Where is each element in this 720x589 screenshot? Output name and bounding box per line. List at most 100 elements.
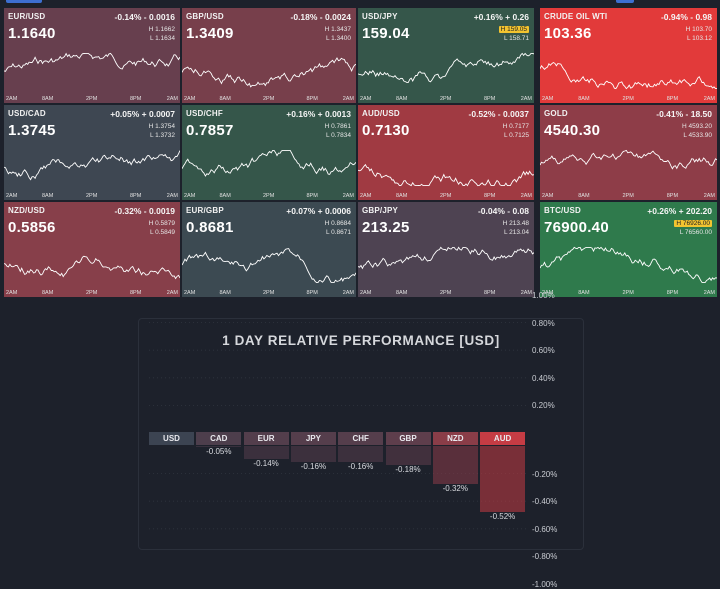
ticker-price: 159.04 <box>362 25 410 42</box>
time-axis: 2AM 8AM 2PM 8PM 2AM <box>4 288 180 296</box>
sparkline <box>540 149 717 170</box>
time-tick-label: 2PM <box>440 193 452 199</box>
y-tick-label: 0.60% <box>532 346 555 356</box>
time-tick-label: 8AM <box>219 96 231 102</box>
ticker-change: +0.16% + 0.26 <box>473 12 529 22</box>
performance-title: 1 DAY RELATIVE PERFORMANCE [USD] <box>222 333 500 348</box>
ticker-tile[interactable]: EUR/USD -0.14% - 0.0016 1.1640 H 1.1662 L 1.… <box>4 8 180 103</box>
active-tab-left[interactable] <box>6 0 42 3</box>
performance-bar[interactable] <box>196 446 242 447</box>
time-tick-label: 8AM <box>396 290 408 296</box>
ticker-change: -0.41% - 18.50 <box>656 109 712 119</box>
ticker-price: 0.8681 <box>186 219 234 236</box>
performance-bar[interactable] <box>480 446 526 512</box>
ticker-tile[interactable]: NZD/USD -0.32% - 0.0019 0.5856 H 0.5879 L 0.… <box>4 202 180 297</box>
time-axis: 2AM 8AM 2PM 8PM 2AM <box>358 191 534 199</box>
performance-bar[interactable] <box>385 446 431 465</box>
ticker-tile[interactable]: USD/JPY +0.16% + 0.26 159.04 H 159.05 L 158.… <box>358 8 534 103</box>
time-tick-label: 2AM <box>184 193 196 199</box>
time-tick-label: 8PM <box>130 290 142 296</box>
ticker-tile[interactable]: USD/CHF +0.16% + 0.0013 0.7857 H 0.7861 L 0.… <box>182 105 356 200</box>
time-tick-label: 8PM <box>484 290 496 296</box>
time-tick-label: 2AM <box>342 96 354 102</box>
ticker-price: 0.7130 <box>362 122 410 139</box>
currency-label[interactable]: USD <box>149 432 194 445</box>
y-tick-label: -0.80% <box>532 552 558 562</box>
time-tick-label: 2PM <box>86 290 98 296</box>
time-tick-label: 8PM <box>484 193 496 199</box>
currency-label[interactable]: EUR <box>243 432 289 445</box>
sparkline-path <box>358 52 534 83</box>
ticker-change: -0.32% - 0.0019 <box>114 206 175 216</box>
ticker-tile[interactable]: GBP/USD -0.18% - 0.0024 1.3409 H 1.3437 L 1.… <box>182 8 356 103</box>
time-tick-label: 2PM <box>263 96 275 102</box>
time-tick-label: 2AM <box>520 193 532 199</box>
time-tick-label: 8AM <box>219 290 231 296</box>
relative-performance-panel: 1 DAY RELATIVE PERFORMANCE [USD] 1.00% 0.… <box>138 291 584 589</box>
performance-bar[interactable] <box>338 446 384 463</box>
sparkline <box>182 57 356 88</box>
ticker-symbol: GOLD <box>544 109 568 118</box>
time-tick-label: 8PM <box>306 193 318 199</box>
sparkline <box>4 255 180 280</box>
performance-value-label: -0.14% <box>253 459 279 469</box>
ticker-tile[interactable]: GBP/JPY -0.04% - 0.08 213.25 H 213.48 L 213.… <box>358 202 534 297</box>
currency-label[interactable]: CHF <box>338 432 384 445</box>
sparkline-path <box>358 246 534 270</box>
sparkline-path <box>4 255 180 280</box>
y-tick-label: 0.80% <box>532 318 555 328</box>
sparkline <box>358 163 534 187</box>
ticker-tile[interactable]: AUD/USD -0.52% - 0.0037 0.7130 H 0.7177 L 0.… <box>358 105 534 200</box>
time-tick-label: 2AM <box>703 193 715 199</box>
currency-label[interactable]: JPY <box>290 432 336 445</box>
ticker-tile[interactable]: EUR/GBP +0.07% + 0.0006 0.8681 H 0.8684 L 0.… <box>182 202 356 297</box>
performance-bar[interactable] <box>432 446 478 485</box>
time-tick-label: 8PM <box>666 96 679 102</box>
performance-value-label: -0.16% <box>300 462 327 472</box>
currency-label[interactable]: CAD <box>196 432 242 445</box>
ticker-high: H 1.3754 <box>148 123 175 130</box>
currency-label[interactable]: GBP <box>385 432 431 445</box>
ticker-high: H 0.7861 <box>324 123 351 130</box>
performance-bar[interactable] <box>290 446 336 463</box>
currency-label[interactable]: NZD <box>432 432 478 445</box>
ticker-high: H 1.1662 <box>148 26 175 33</box>
time-tick-label: 8AM <box>42 96 54 102</box>
ticker-symbol: CRUDE OIL WTI <box>544 12 608 21</box>
ticker-price: 1.1640 <box>8 25 56 42</box>
ticker-low: L 0.7834 <box>325 132 351 139</box>
time-tick-label: 2AM <box>166 96 178 102</box>
ticker-change: +0.05% + 0.0007 <box>110 109 175 119</box>
y-tick-label: 0.20% <box>532 401 555 411</box>
ticker-change: -0.14% - 0.0016 <box>114 12 175 22</box>
ticker-change: -0.94% - 0.98 <box>660 12 712 22</box>
ticker-tile[interactable]: BTC/USD +0.26% + 202.20 76900.40 H 76926.00… <box>540 202 717 297</box>
ticker-high: H 159.05 <box>498 26 529 33</box>
active-tab-right[interactable] <box>616 0 634 3</box>
y-tick-label: 0.40% <box>532 373 555 383</box>
y-tick-label: -1.00% <box>532 580 558 589</box>
y-tick-label: 1.00% <box>532 291 555 300</box>
sparkline <box>540 246 717 284</box>
ticker-symbol: GBP/JPY <box>362 206 399 215</box>
ticker-tile[interactable]: CRUDE OIL WTI -0.94% - 0.98 103.36 H 103.70… <box>540 8 717 103</box>
time-tick-label: 8AM <box>219 193 231 199</box>
ticker-tile[interactable]: GOLD -0.41% - 18.50 4540.30 H 4593.20 L 4533… <box>540 105 717 200</box>
ticker-tile[interactable]: USD/CAD +0.05% + 0.0007 1.3745 H 1.3754 L 1.… <box>4 105 180 200</box>
ticker-low: L 1.1634 <box>149 35 175 42</box>
time-tick-label: 2PM <box>622 290 634 296</box>
time-axis: 2AM 8AM 2PM 8PM 2AM <box>4 191 180 199</box>
ticker-high: H 0.5879 <box>148 220 175 227</box>
sparkline-path <box>358 163 534 187</box>
currency-label[interactable]: AUD <box>480 432 526 445</box>
time-axis: 2AM 8AM 2PM 8PM 2AM <box>182 288 356 296</box>
time-tick-label: 2AM <box>6 193 18 199</box>
sparkline-path <box>540 61 717 90</box>
time-tick-label: 2PM <box>440 290 452 296</box>
time-tick-label: 8AM <box>578 290 590 296</box>
performance-bar[interactable] <box>243 446 289 460</box>
ticker-price: 213.25 <box>362 219 410 236</box>
time-tick-label: 2AM <box>166 193 178 199</box>
time-tick-label: 8PM <box>306 290 318 296</box>
sparkline-path <box>540 149 717 170</box>
